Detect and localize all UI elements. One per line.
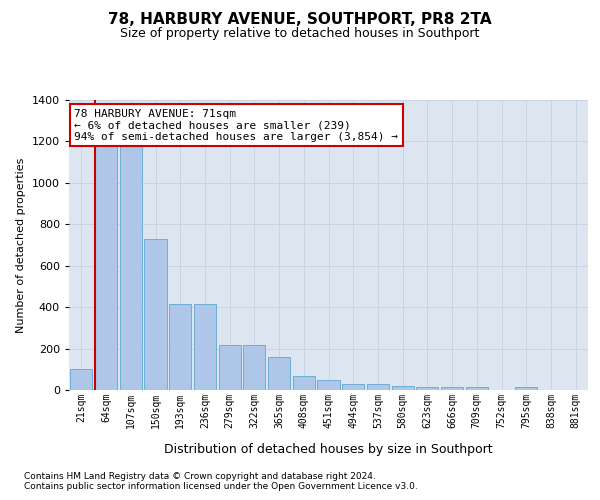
Bar [268,357,290,390]
Text: Size of property relative to detached houses in Southport: Size of property relative to detached ho… [121,28,479,40]
Bar [416,387,439,390]
Bar [119,146,142,390]
Bar [145,239,167,390]
Bar [441,387,463,390]
Bar [194,304,216,390]
Bar [342,384,364,390]
Text: 78, HARBURY AVENUE, SOUTHPORT, PR8 2TA: 78, HARBURY AVENUE, SOUTHPORT, PR8 2TA [108,12,492,28]
Bar [218,346,241,390]
Bar [317,380,340,390]
Text: Contains public sector information licensed under the Open Government Licence v3: Contains public sector information licen… [24,482,418,491]
Bar [95,144,117,390]
Bar [367,384,389,390]
Bar [392,386,414,390]
Text: 78 HARBURY AVENUE: 71sqm
← 6% of detached houses are smaller (239)
94% of semi-d: 78 HARBURY AVENUE: 71sqm ← 6% of detache… [74,108,398,142]
Bar [70,370,92,390]
Bar [293,376,315,390]
Bar [515,387,538,390]
Bar [243,346,265,390]
Y-axis label: Number of detached properties: Number of detached properties [16,158,26,332]
Bar [169,304,191,390]
Bar [466,387,488,390]
Text: Contains HM Land Registry data © Crown copyright and database right 2024.: Contains HM Land Registry data © Crown c… [24,472,376,481]
Text: Distribution of detached houses by size in Southport: Distribution of detached houses by size … [164,442,493,456]
